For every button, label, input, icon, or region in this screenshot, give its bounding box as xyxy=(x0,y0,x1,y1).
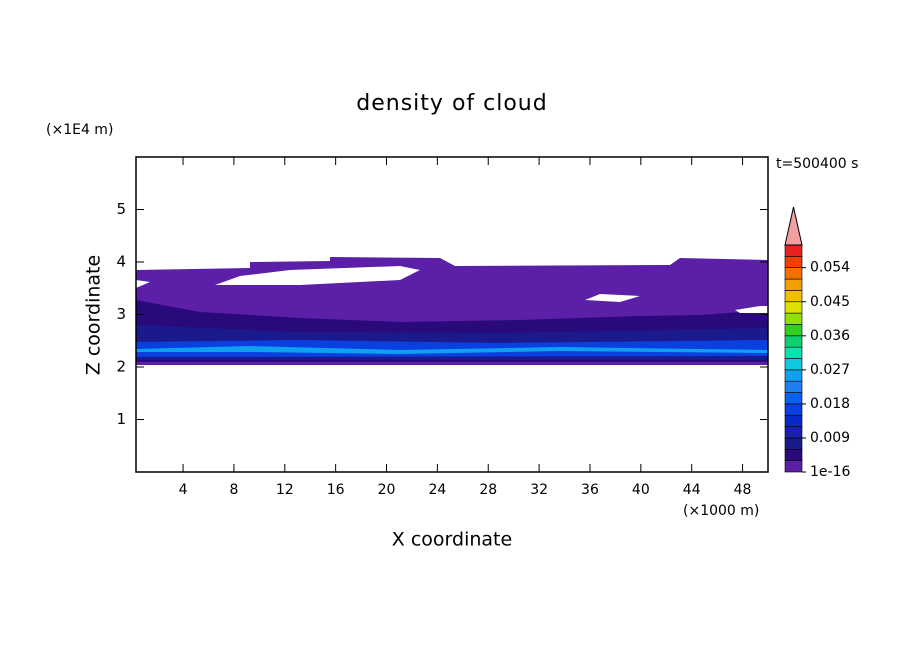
colorbar-band xyxy=(784,278,803,291)
x-tick-label: 40 xyxy=(632,482,650,498)
colorbar-band xyxy=(784,369,803,382)
colorbar-tick-label: 0.009 xyxy=(810,430,850,446)
cloud-gap xyxy=(585,294,640,302)
colorbar-band xyxy=(784,256,803,269)
x-tick-label: 36 xyxy=(581,482,599,498)
colorbar-band xyxy=(784,335,803,348)
x-tick-label: 48 xyxy=(734,482,752,498)
cloud-region xyxy=(136,340,768,357)
cloud-gap xyxy=(735,306,768,313)
y-tick-label: 1 xyxy=(116,410,126,428)
colorbar-tick-label: 0.027 xyxy=(810,362,850,378)
colorbar-tick-label: 1e-16 xyxy=(810,464,850,480)
x-tick-label: 28 xyxy=(479,482,497,498)
x-unit: (×1000 m) xyxy=(683,503,759,519)
colorbar-band xyxy=(784,301,803,314)
y-tick-label: 2 xyxy=(116,358,126,376)
colorbar-band xyxy=(784,414,803,427)
colorbar-band xyxy=(784,358,803,371)
y-tick-label: 3 xyxy=(116,305,126,323)
colorbar-band xyxy=(784,437,803,450)
x-tick-label: 44 xyxy=(683,482,701,498)
y-axis-label: Z coordinate xyxy=(83,255,105,375)
cloud-gap xyxy=(215,266,420,285)
colorbar-band xyxy=(784,392,803,405)
colorbar-band xyxy=(784,426,803,439)
x-tick-label: 12 xyxy=(276,482,294,498)
colorbar-band xyxy=(784,460,803,473)
x-tick-label: 4 xyxy=(179,482,188,498)
y-tick-label: 5 xyxy=(116,200,126,218)
colorbar-tick-label: 0.054 xyxy=(810,260,850,276)
x-tick-label: 32 xyxy=(530,482,548,498)
x-axis-label: X coordinate xyxy=(392,529,512,551)
x-tick-label: 20 xyxy=(378,482,396,498)
colorbar-band xyxy=(784,403,803,416)
time-label: t=500400 s xyxy=(776,156,858,172)
x-tick-label: 16 xyxy=(327,482,345,498)
colorbar-extend xyxy=(784,206,803,246)
colorbar-band xyxy=(784,267,803,280)
contour-field xyxy=(136,257,768,365)
y-tick-label: 4 xyxy=(116,253,126,271)
chart-title: density of cloud xyxy=(356,91,547,116)
colorbar-band xyxy=(784,448,803,461)
colorbar-band xyxy=(784,324,803,337)
colorbar-band xyxy=(784,380,803,393)
x-tick-label: 8 xyxy=(229,482,238,498)
x-tick-label: 24 xyxy=(428,482,446,498)
cloud-gap xyxy=(136,280,150,288)
colorbar-tick-label: 0.018 xyxy=(810,396,850,412)
cloud-region xyxy=(136,346,768,354)
colorbar-band xyxy=(784,346,803,359)
colorbar-band xyxy=(784,290,803,303)
colorbar-tick-label: 0.036 xyxy=(810,328,850,344)
colorbar-band xyxy=(784,312,803,325)
colorbar-tick-label: 0.045 xyxy=(810,294,850,310)
colorbar-band xyxy=(784,244,803,257)
y-unit: (×1E4 m) xyxy=(46,122,113,138)
